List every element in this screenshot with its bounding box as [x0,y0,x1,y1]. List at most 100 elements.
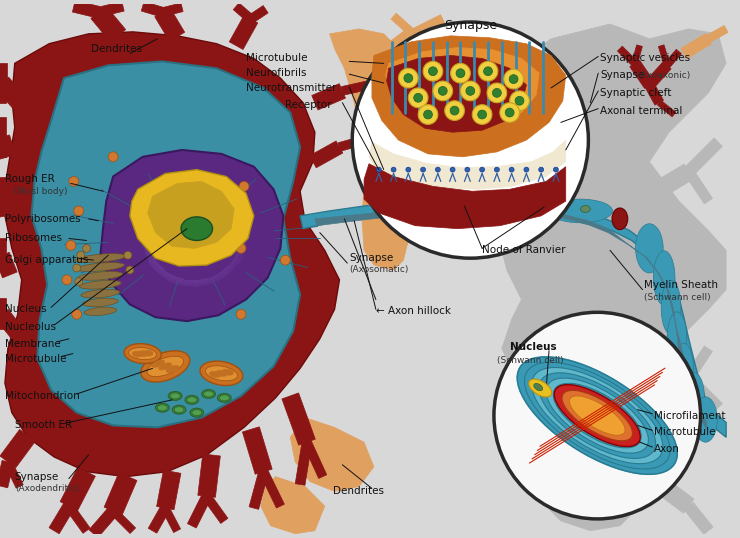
Polygon shape [249,5,268,23]
Polygon shape [617,46,637,66]
Circle shape [404,74,413,82]
Circle shape [236,243,246,253]
Polygon shape [229,15,258,49]
Polygon shape [644,470,694,513]
Circle shape [465,167,470,172]
Circle shape [73,264,81,272]
Ellipse shape [174,407,184,413]
Text: Microfilament: Microfilament [654,410,726,421]
Ellipse shape [391,194,455,216]
Text: ← Axon hillock: ← Axon hillock [376,306,451,316]
Polygon shape [0,238,7,255]
Circle shape [108,152,118,162]
Circle shape [435,167,440,172]
Polygon shape [400,77,445,109]
Polygon shape [203,494,228,523]
Text: Synaptic cleft: Synaptic cleft [600,88,672,98]
Text: (Schwann cell): (Schwann cell) [645,293,711,302]
Ellipse shape [158,405,167,410]
Ellipse shape [205,366,238,381]
Ellipse shape [141,351,189,382]
Ellipse shape [84,307,117,315]
Ellipse shape [667,312,687,366]
Circle shape [456,69,465,77]
Polygon shape [441,69,474,87]
Circle shape [74,206,84,216]
Text: Myelin Sheath: Myelin Sheath [645,280,719,290]
Ellipse shape [554,385,640,447]
Polygon shape [665,49,682,68]
Circle shape [505,108,514,117]
Ellipse shape [693,397,717,442]
Polygon shape [369,140,566,189]
Text: (Nissl body): (Nissl body) [14,187,67,196]
Text: (Schwann cell): (Schwann cell) [497,356,563,365]
Polygon shape [659,45,670,66]
Circle shape [423,61,443,81]
Polygon shape [260,477,325,534]
Circle shape [69,176,78,186]
Polygon shape [0,137,7,157]
Circle shape [423,110,432,119]
Ellipse shape [575,399,619,432]
Ellipse shape [138,351,147,357]
Polygon shape [0,195,13,217]
Ellipse shape [653,251,675,305]
Circle shape [438,87,447,95]
Ellipse shape [220,395,229,401]
Text: Microtubule: Microtubule [246,53,308,63]
Ellipse shape [185,395,199,404]
Ellipse shape [215,370,227,377]
Ellipse shape [76,263,124,272]
Ellipse shape [170,393,180,399]
Polygon shape [295,441,312,485]
Polygon shape [312,84,346,110]
Circle shape [414,94,423,102]
Circle shape [515,96,524,105]
Ellipse shape [159,363,172,370]
Polygon shape [303,440,327,478]
Polygon shape [0,314,6,329]
Polygon shape [32,61,300,427]
Polygon shape [162,506,181,533]
Polygon shape [187,494,211,528]
Ellipse shape [534,384,542,391]
Text: Receptor: Receptor [286,100,332,110]
Polygon shape [290,417,374,491]
Ellipse shape [79,280,121,289]
Circle shape [487,83,507,103]
Text: Polyribosomes: Polyribosomes [5,214,81,224]
Circle shape [472,105,492,124]
Ellipse shape [423,197,433,204]
Circle shape [509,167,514,172]
Ellipse shape [132,351,142,357]
Polygon shape [369,27,418,69]
Ellipse shape [81,289,120,298]
Circle shape [377,167,381,172]
Ellipse shape [200,361,243,386]
Text: Rough ER: Rough ER [5,174,55,185]
Circle shape [478,61,498,81]
Polygon shape [632,45,642,64]
Ellipse shape [612,208,628,230]
Polygon shape [198,454,221,497]
Ellipse shape [78,272,123,280]
Polygon shape [130,169,254,266]
Polygon shape [338,136,366,151]
Ellipse shape [202,390,215,398]
Polygon shape [684,169,713,204]
Ellipse shape [517,357,677,475]
Circle shape [445,101,465,121]
Polygon shape [282,393,315,445]
Polygon shape [60,467,95,511]
Polygon shape [5,32,340,477]
Ellipse shape [172,405,186,414]
Circle shape [243,211,253,221]
Text: Synapse: Synapse [600,70,645,80]
Polygon shape [4,460,23,488]
Ellipse shape [562,391,633,441]
Circle shape [478,110,486,119]
Ellipse shape [546,378,648,453]
Polygon shape [157,470,181,509]
Circle shape [460,81,480,101]
